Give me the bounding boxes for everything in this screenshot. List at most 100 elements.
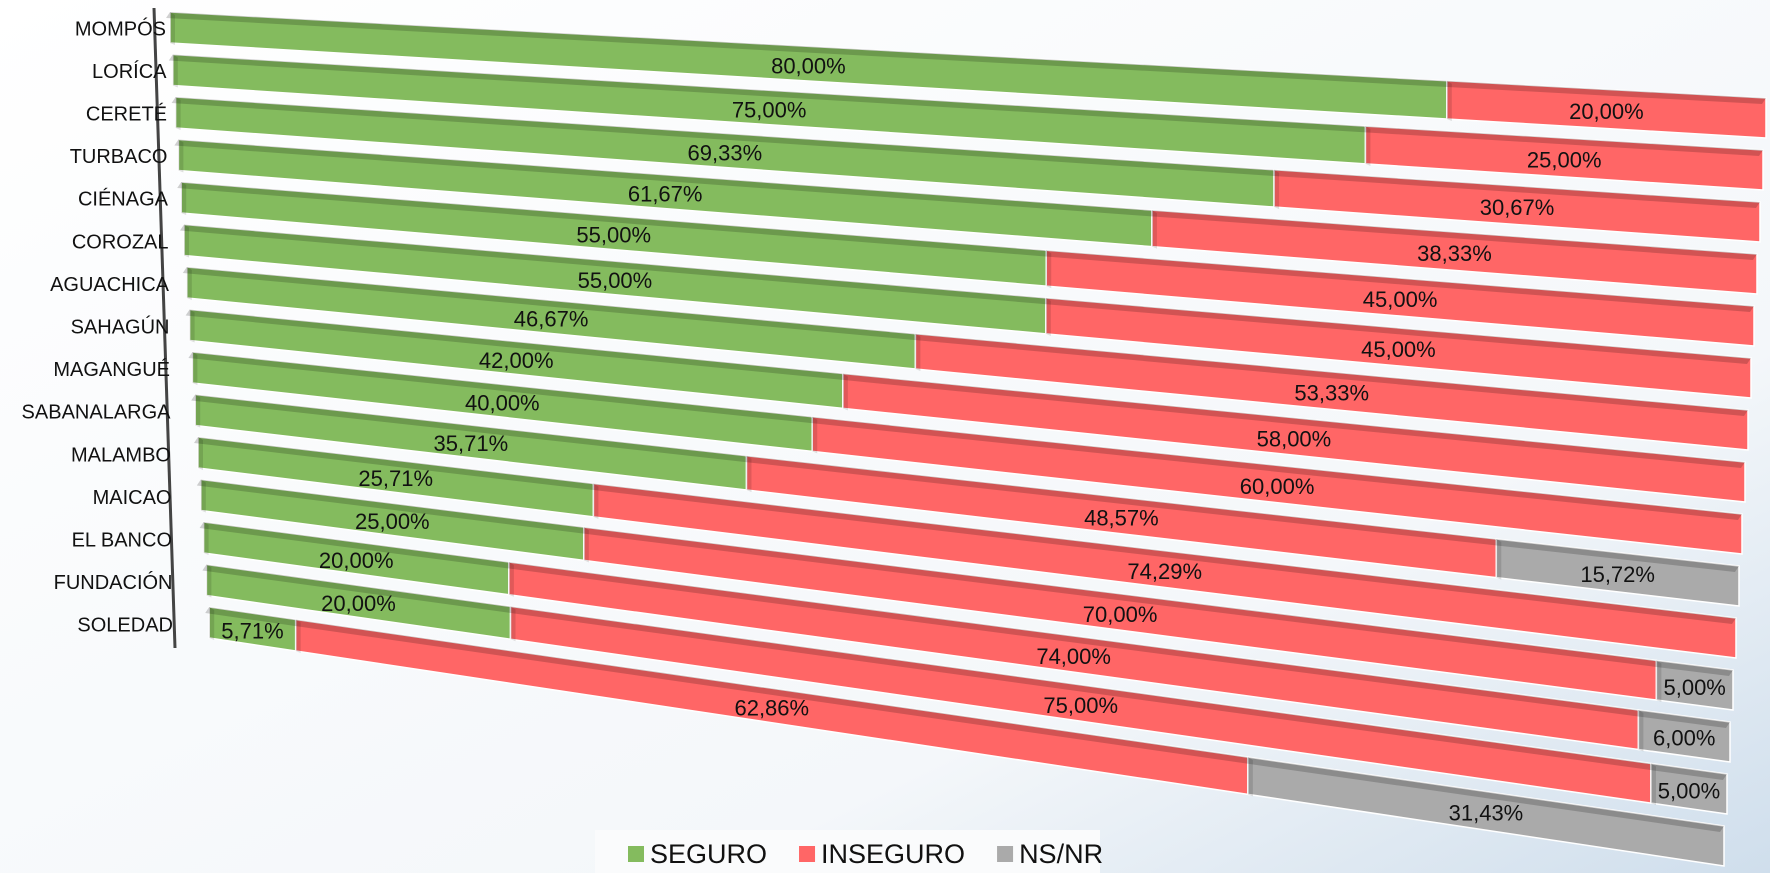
- data-label: 75,00%: [1043, 693, 1118, 718]
- y-tick-label: SOLEDAD: [77, 615, 173, 637]
- bar-top: [1041, 297, 1751, 364]
- y-tick-label: COROZAL: [72, 231, 169, 253]
- legend-label: SEGURO: [650, 839, 767, 869]
- data-label: 61,67%: [628, 182, 703, 207]
- data-label: 75,00%: [732, 97, 807, 122]
- legend-label: NS/NR: [1019, 839, 1103, 869]
- data-label: 46,67%: [514, 307, 589, 332]
- data-label: 35,71%: [434, 431, 509, 456]
- bar-side: [1496, 539, 1502, 580]
- bar: [1045, 249, 1755, 347]
- bar-top: [182, 267, 916, 340]
- bar-side: [175, 97, 181, 130]
- y-tick-label: MALAMBO: [71, 444, 171, 466]
- bar-side: [186, 267, 192, 300]
- y-tick-label: AGUACHICA: [50, 274, 170, 296]
- bar-top: [1634, 710, 1730, 728]
- bar-side: [1046, 250, 1052, 289]
- bar-top: [579, 527, 1657, 667]
- data-label: 15,72%: [1580, 562, 1655, 587]
- data-label: 70,00%: [1083, 602, 1158, 627]
- bar-top: [177, 182, 1047, 257]
- bar: [914, 332, 1749, 451]
- bar: [1655, 659, 1734, 711]
- bar-side: [510, 606, 516, 642]
- bar-side: [1247, 757, 1253, 797]
- data-label: 45,00%: [1363, 287, 1438, 312]
- axis-line: [152, 7, 177, 649]
- data-label: 5,71%: [221, 619, 283, 644]
- bar-top: [1492, 539, 1739, 572]
- bar-top: [194, 437, 594, 490]
- bar: [1273, 168, 1761, 243]
- y-tick-label: SAHAGÚN: [71, 315, 170, 338]
- bar-side: [1656, 660, 1662, 703]
- bar-top: [174, 139, 1152, 217]
- legend-swatch: [799, 846, 816, 862]
- data-label: 55,00%: [576, 223, 651, 248]
- bar-top: [1243, 757, 1724, 832]
- y-tick-label: SABANALARGA: [22, 402, 172, 424]
- bar: [1151, 209, 1758, 295]
- data-label: 20,00%: [1569, 99, 1644, 124]
- bar-side: [1650, 763, 1656, 806]
- bar-top: [838, 373, 1745, 468]
- bar-side: [170, 12, 175, 45]
- data-label: 62,86%: [734, 695, 809, 720]
- bar-top: [911, 333, 1748, 416]
- bar-top: [504, 562, 1639, 716]
- data-label: 45,00%: [1361, 337, 1436, 362]
- y-tick-label: EL BANCO: [72, 529, 172, 551]
- data-label: 69,33%: [688, 140, 763, 165]
- data-label: 74,29%: [1127, 559, 1202, 584]
- bar-side: [200, 479, 206, 513]
- bar-top: [589, 483, 1736, 624]
- bar-top: [1646, 763, 1727, 780]
- bar-top: [1270, 169, 1760, 208]
- bar-side: [1638, 710, 1644, 752]
- bar-top: [1652, 660, 1733, 676]
- bar-top: [1147, 210, 1757, 260]
- legend-swatch: [628, 846, 644, 862]
- bar: [1446, 80, 1767, 139]
- bar-side: [172, 54, 178, 88]
- data-label: 58,00%: [1257, 426, 1332, 451]
- bar-side: [1274, 169, 1280, 210]
- y-tick-label: CERETÉ: [86, 102, 167, 125]
- data-label: 53,33%: [1294, 380, 1369, 405]
- data-label: 25,00%: [355, 509, 430, 534]
- bar-top: [196, 479, 584, 534]
- data-label: 25,71%: [358, 466, 433, 491]
- data-label: 55,00%: [578, 268, 653, 293]
- bar-top: [171, 97, 1275, 176]
- bar-side: [915, 333, 921, 371]
- bar-top: [185, 309, 843, 380]
- bar: [811, 415, 1743, 555]
- bar-side: [195, 394, 201, 428]
- bar-side: [508, 562, 514, 597]
- bar: [1650, 762, 1728, 815]
- bar-top: [188, 352, 813, 423]
- data-label: 5,00%: [1658, 778, 1720, 803]
- bar-top: [506, 606, 1651, 770]
- data-label: 31,43%: [1449, 801, 1524, 826]
- bar-top: [1042, 250, 1754, 312]
- bar-top: [180, 224, 1046, 304]
- bar-top: [199, 522, 509, 568]
- bar-side: [1151, 210, 1157, 249]
- bar-side: [181, 182, 187, 215]
- bar-top: [166, 12, 1447, 87]
- legend-swatch: [997, 846, 1014, 862]
- bar-top: [1442, 80, 1766, 104]
- bar-side: [203, 522, 209, 555]
- data-label: 38,33%: [1417, 241, 1492, 266]
- bar-top: [205, 607, 296, 626]
- bar-side: [583, 527, 589, 563]
- data-label: 80,00%: [771, 54, 846, 79]
- bar: [1637, 709, 1731, 763]
- bar-top: [191, 394, 747, 462]
- y-tick-label: MOMPÓS: [75, 17, 166, 40]
- data-label: 48,57%: [1084, 505, 1159, 530]
- bar-side: [192, 352, 198, 385]
